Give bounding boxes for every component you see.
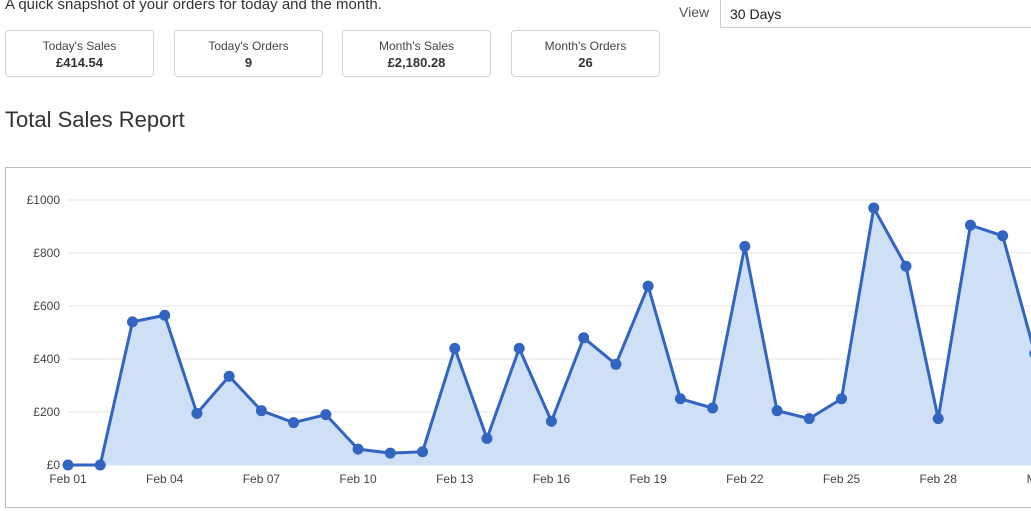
sales-point [449, 342, 461, 354]
x-tick-label: Feb 22 [726, 472, 764, 486]
sales-chart: £0 £200 £400 £600 £800 £1000 Feb 01 Feb 04 Feb 0… [5, 167, 1031, 508]
y-tick-label: £200 [33, 405, 60, 419]
x-tick-label: Feb 25 [823, 472, 861, 486]
sales-point [352, 443, 364, 455]
y-tick-label: £400 [33, 352, 60, 366]
sales-point [900, 260, 912, 272]
sales-point [513, 342, 525, 354]
stat-months-sales: Month's Sales £2,180.28 [342, 30, 491, 77]
view-period-select[interactable]: 30 Days [720, 0, 1031, 28]
sales-point [771, 405, 783, 417]
sales-point [223, 370, 235, 382]
x-tick-label: Feb 19 [629, 472, 667, 486]
sales-point [964, 219, 976, 231]
y-tick-label: £600 [33, 299, 60, 313]
sales-point [803, 413, 815, 425]
sales-point [642, 280, 654, 292]
sales-chart-svg: £0 £200 £400 £600 £800 £1000 Feb 01 Feb 04 Feb 0… [27, 193, 1031, 486]
sales-point [868, 202, 880, 214]
x-tick-label: Feb 13 [436, 472, 474, 486]
sales-point [481, 433, 493, 444]
sales-point [836, 393, 848, 405]
sales-point [159, 309, 171, 321]
stat-todays-orders: Today's Orders 9 [174, 30, 323, 77]
stat-label: Today's Orders [208, 39, 289, 53]
sales-point [674, 393, 686, 405]
intro-text: A quick snapshot of your orders for toda… [5, 0, 382, 13]
sales-point [932, 413, 944, 425]
sales-point [191, 407, 203, 419]
stat-value: 26 [578, 55, 593, 70]
sales-point [578, 332, 590, 344]
sales-point [320, 409, 332, 421]
x-tick-label: Feb 07 [243, 472, 281, 486]
report-title: Total Sales Report [5, 107, 185, 132]
sales-point [997, 230, 1009, 242]
sales-point [707, 402, 719, 414]
y-tick-label: £0 [47, 458, 61, 472]
sales-point [94, 459, 106, 471]
x-tick-label: Feb 28 [920, 472, 958, 486]
stat-label: Month's Orders [544, 39, 627, 53]
y-tick-label: £1000 [27, 193, 61, 207]
x-tick-label: Feb 01 [49, 472, 87, 486]
stat-label: Month's Sales [379, 39, 454, 53]
stat-value: £414.54 [56, 55, 103, 70]
sales-area [68, 207, 1031, 465]
stat-label: Today's Sales [42, 39, 117, 53]
x-tick-label: Ma [1027, 472, 1031, 486]
y-tick-label: £800 [33, 246, 60, 260]
sales-point [255, 405, 267, 417]
sales-point [545, 415, 557, 427]
x-tick-label: Feb 10 [339, 472, 377, 486]
stat-months-orders: Month's Orders 26 [511, 30, 660, 77]
sales-point [417, 446, 429, 458]
sales-point [62, 459, 74, 471]
sales-point [126, 316, 138, 328]
sales-point [610, 358, 622, 370]
stat-value: 9 [244, 55, 253, 70]
stat-value: £2,180.28 [387, 55, 446, 70]
x-tick-label: Feb 04 [146, 472, 184, 486]
sales-point [384, 447, 396, 459]
view-label: View [679, 4, 710, 20]
sales-point [739, 240, 751, 252]
sales-point [288, 417, 300, 429]
x-tick-label: Feb 16 [533, 472, 571, 486]
stat-todays-sales: Today's Sales £414.54 [5, 30, 154, 77]
